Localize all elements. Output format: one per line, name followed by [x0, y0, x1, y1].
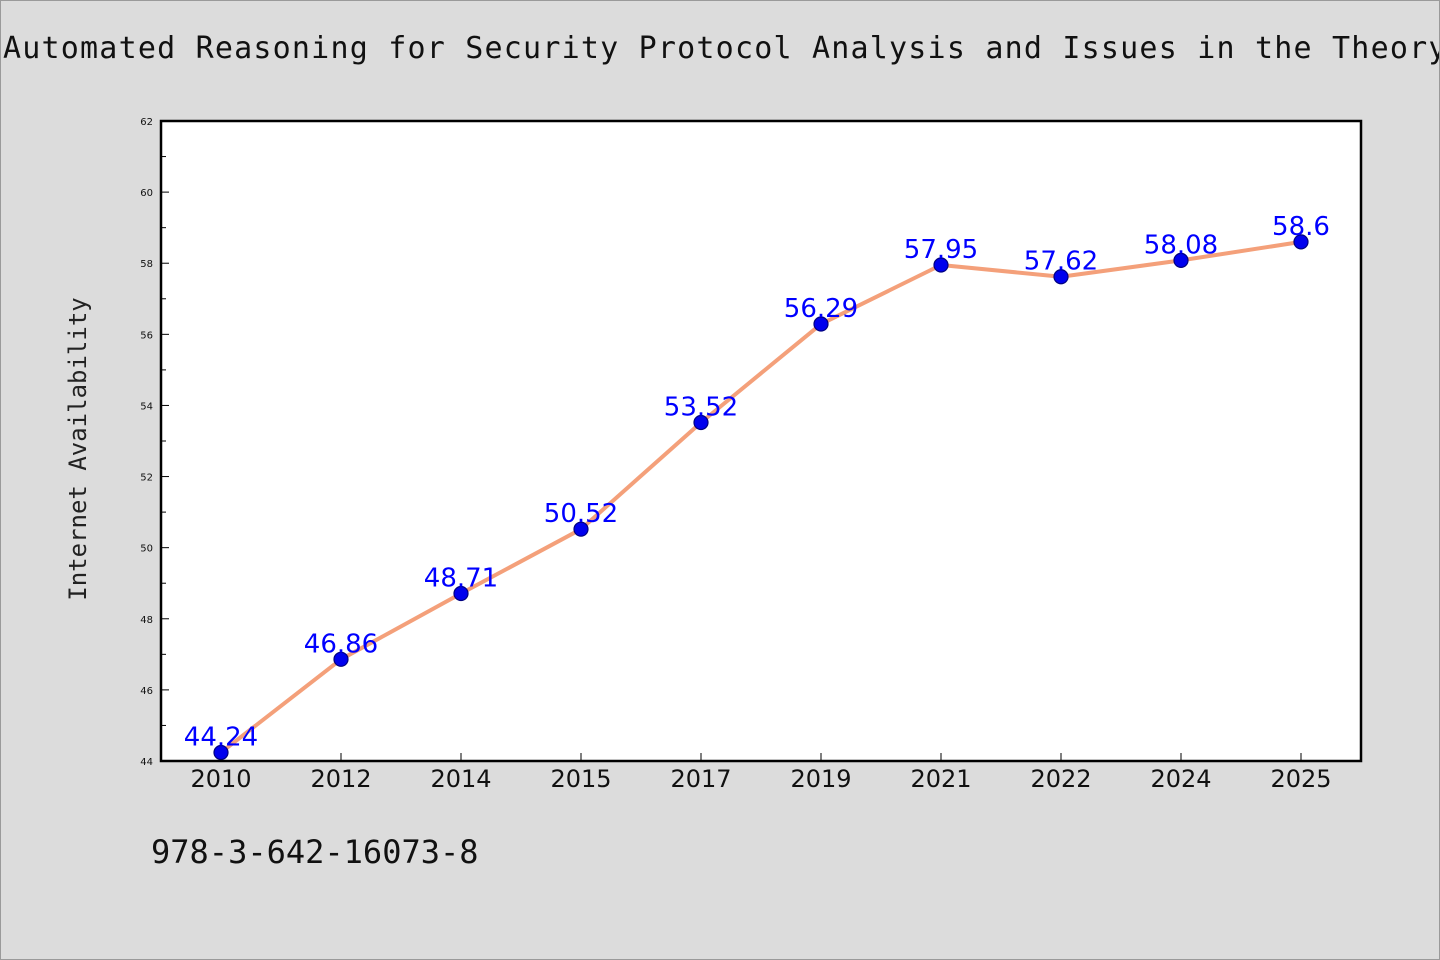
data-label: 57.95	[904, 235, 978, 265]
y-tick-label: 48	[140, 615, 153, 626]
plot-area	[161, 121, 1361, 761]
x-tick-label: 2010	[190, 765, 251, 793]
data-labels: 44.24 46.86 48.71 50.52 53.52 56.29 57.95 57.62…	[184, 212, 1330, 753]
x-tick-label: 2025	[1270, 765, 1331, 793]
data-label: 58.08	[1144, 230, 1218, 260]
data-label: 58.6	[1272, 212, 1330, 242]
chart-title: Automated Reasoning for Security Protoco…	[3, 31, 1440, 66]
y-axis-label: Internet Availability	[64, 297, 92, 600]
x-tick-label: 2014	[430, 765, 491, 793]
plot-frame	[159, 119, 1363, 763]
y-tick-label: 54	[140, 401, 153, 412]
x-tick-label: 2015	[550, 765, 611, 793]
y-tick-label: 60	[140, 188, 153, 199]
x-tick-label: 2021	[910, 765, 971, 793]
data-label: 56.29	[784, 294, 858, 324]
y-tick-label: 52	[140, 473, 153, 484]
data-point	[333, 651, 349, 667]
y-tick-label: 44	[140, 757, 153, 768]
data-point	[1173, 252, 1189, 268]
x-axis-ticks: 2010 2012 2014 2015 2017 2019 2021 2022 2024 2025	[190, 753, 1332, 793]
y-tick-label: 62	[140, 117, 153, 128]
x-tick-label: 2017	[670, 765, 731, 793]
data-label: 44.24	[184, 722, 258, 752]
data-point	[573, 521, 589, 537]
x-tick-label: 2019	[790, 765, 851, 793]
x-tick-label: 2024	[1150, 765, 1211, 793]
data-label: 48.71	[424, 564, 498, 594]
data-label: 57.62	[1024, 247, 1098, 277]
y-tick-label: 50	[140, 544, 153, 555]
x-tick-label: 2022	[1030, 765, 1091, 793]
x-tick-label: 2012	[310, 765, 371, 793]
data-label: 50.52	[544, 499, 618, 529]
data-markers	[213, 234, 1309, 761]
isbn-text: 978-3-642-16073-8	[151, 833, 479, 871]
data-point	[453, 585, 469, 602]
data-label: 46.86	[304, 629, 378, 659]
series-line	[219, 239, 1302, 755]
data-point	[813, 316, 829, 332]
data-point	[933, 257, 949, 273]
data-point	[1053, 269, 1069, 285]
data-point	[693, 414, 709, 431]
y-tick-label: 58	[140, 259, 153, 270]
y-tick-label: 56	[140, 330, 153, 341]
y-axis-ticks: 44 46 48 50 52 54 56 58 60 62	[140, 117, 169, 768]
data-label: 53.52	[664, 393, 738, 423]
data-point	[1293, 234, 1309, 250]
y-tick-label: 46	[140, 686, 153, 697]
data-point	[213, 744, 229, 761]
